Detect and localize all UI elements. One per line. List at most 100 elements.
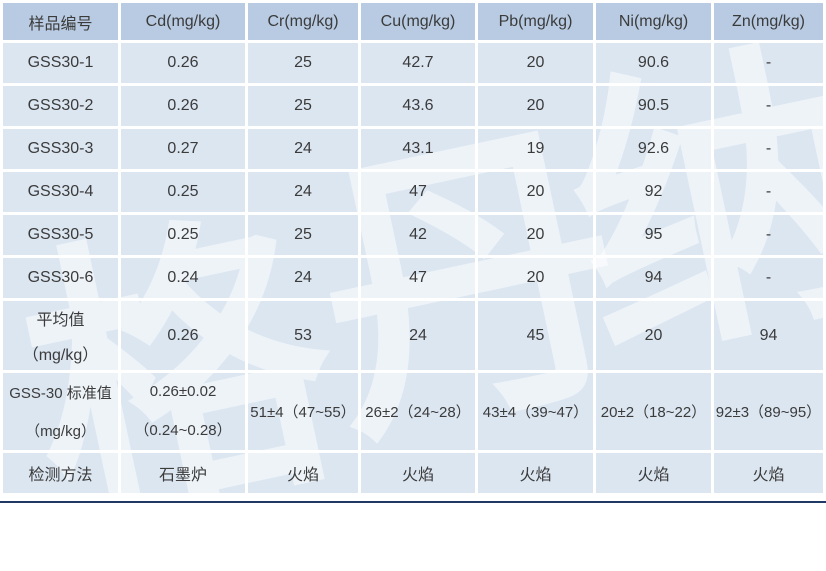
cell-text: 0.25 — [167, 226, 199, 243]
column-header-sample-id: 样品编号 — [3, 3, 118, 40]
table-cell: 20 — [478, 258, 593, 298]
table-cell: 火焰 — [596, 453, 711, 493]
cell-text: 0.26 — [167, 54, 199, 71]
table-row: GSS30-2 0.26 25 43.6 20 90.5 - — [3, 86, 823, 126]
table-cell: 43.1 — [361, 129, 475, 169]
table-cell: 24 — [361, 301, 475, 370]
cell-text: 24 — [294, 183, 312, 200]
column-header-pb: Pb(mg/kg) — [478, 3, 593, 40]
cell-text: - — [765, 226, 772, 243]
cell-text: 25 — [294, 97, 312, 114]
row-label: GSS30-4 — [27, 183, 94, 200]
row-label-cell: GSS30-1 — [3, 43, 118, 83]
row-label-cell: 平均值 （mg/kg） — [3, 301, 118, 370]
cell-text: 24 — [294, 269, 312, 286]
table-cell: 0.24 — [121, 258, 245, 298]
row-label: GSS30-2 — [27, 97, 94, 114]
table-cell: 火焰 — [714, 453, 823, 493]
column-header-label: Cu(mg/kg) — [380, 12, 456, 30]
table-cell: 25 — [248, 43, 358, 83]
cell-text: 47 — [409, 269, 427, 286]
cell-text: 火焰 — [286, 467, 319, 484]
table-cell: 0.26 — [121, 86, 245, 126]
row-label: GSS30-3 — [27, 140, 94, 157]
table-cell: 火焰 — [478, 453, 593, 493]
cell-text: 45 — [526, 326, 545, 344]
column-header-label: Cd(mg/kg) — [145, 12, 221, 30]
table-cell: 43±4（39~47） — [478, 373, 593, 450]
bottom-border-line — [0, 501, 826, 503]
row-label-line2: （mg/kg） — [25, 423, 96, 441]
row-label-cell: GSS30-2 — [3, 86, 118, 126]
table-cell: 94 — [596, 258, 711, 298]
row-label: GSS30-5 — [27, 226, 94, 243]
cell-text: 20 — [526, 226, 545, 243]
column-header-label: Pb(mg/kg) — [498, 12, 573, 30]
table-cell: 24 — [248, 172, 358, 212]
cell-text: 火焰 — [752, 467, 785, 484]
table-cell: 0.25 — [121, 172, 245, 212]
cell-text: 火焰 — [401, 467, 434, 484]
row-label-cell: 检测方法 — [3, 453, 118, 493]
table-cell: 47 — [361, 258, 475, 298]
cell-text: 24 — [294, 140, 312, 157]
table-cell: 90.6 — [596, 43, 711, 83]
cell-text: 0.24 — [167, 269, 199, 286]
table-cell: 24 — [248, 129, 358, 169]
table-row: GSS30-4 0.25 24 47 20 92 - — [3, 172, 823, 212]
column-header-ni: Ni(mg/kg) — [596, 3, 711, 40]
table-cell: 26±2（24~28） — [361, 373, 475, 450]
table-cell: 0.25 — [121, 215, 245, 255]
row-label: GSS30-6 — [27, 269, 94, 286]
table-cell: 20 — [478, 172, 593, 212]
table-cell: 53 — [248, 301, 358, 370]
table-row: GSS30-5 0.25 25 42 20 95 - — [3, 215, 823, 255]
column-header-zn: Zn(mg/kg) — [714, 3, 823, 40]
cell-text: 20 — [526, 54, 545, 71]
table-cell: 20 — [596, 301, 711, 370]
cell-text: 94 — [644, 269, 663, 286]
cell-text: 43.6 — [402, 97, 434, 114]
table-cell: 92±3（89~95） — [714, 373, 823, 450]
table-cell: 火焰 — [248, 453, 358, 493]
cell-text: - — [765, 269, 772, 286]
column-header-cr: Cr(mg/kg) — [248, 3, 358, 40]
cell-text: 0.25 — [167, 183, 199, 200]
table-cell: 51±4（47~55） — [248, 373, 358, 450]
column-header-label: Zn(mg/kg) — [732, 12, 805, 30]
header-row: 样品编号 Cd(mg/kg) Cr(mg/kg) Cu(mg/kg) Pb(mg… — [3, 3, 823, 40]
cell-text: 95 — [644, 226, 663, 243]
cell-text: 42 — [409, 226, 427, 243]
table-cell: - — [714, 258, 823, 298]
cell-text: 20 — [526, 97, 545, 114]
table-cell: 45 — [478, 301, 593, 370]
method-row: 检测方法 石墨炉 火焰 火焰 火焰 火焰 火焰 — [3, 453, 823, 493]
table-cell: 95 — [596, 215, 711, 255]
row-label-cell: GSS30-5 — [3, 215, 118, 255]
row-label-line1: 平均值 — [36, 312, 85, 330]
cell-text: 20 — [526, 269, 545, 286]
cell-text: 20±2（18~22） — [600, 404, 707, 421]
cell-text: 20 — [644, 326, 663, 344]
cell-text: - — [765, 140, 772, 157]
cell-text: - — [765, 54, 772, 71]
table-cell: 20 — [478, 86, 593, 126]
cell-text: 43.1 — [402, 140, 434, 157]
cell-text: 火焰 — [519, 467, 552, 484]
cell-text: 25 — [294, 54, 312, 71]
cell-text: 石墨炉 — [158, 467, 207, 484]
table-cell: 92 — [596, 172, 711, 212]
cell-text: 92.6 — [637, 140, 670, 157]
row-label-line2: （mg/kg） — [22, 346, 99, 364]
table-cell: 0.26±0.02 （0.24~0.28） — [121, 373, 245, 450]
cell-text: 26±2（24~28） — [365, 404, 471, 421]
table-cell: - — [714, 43, 823, 83]
table-cell: 0.26 — [121, 301, 245, 370]
table-cell: - — [714, 215, 823, 255]
sample-results-table: 样品编号 Cd(mg/kg) Cr(mg/kg) Cu(mg/kg) Pb(mg… — [3, 3, 823, 493]
cell-text: 92 — [644, 183, 663, 200]
cell-text: 24 — [409, 326, 427, 344]
cell-text: 92±3（89~95） — [715, 404, 822, 421]
table-cell: 25 — [248, 86, 358, 126]
table-cell: - — [714, 172, 823, 212]
